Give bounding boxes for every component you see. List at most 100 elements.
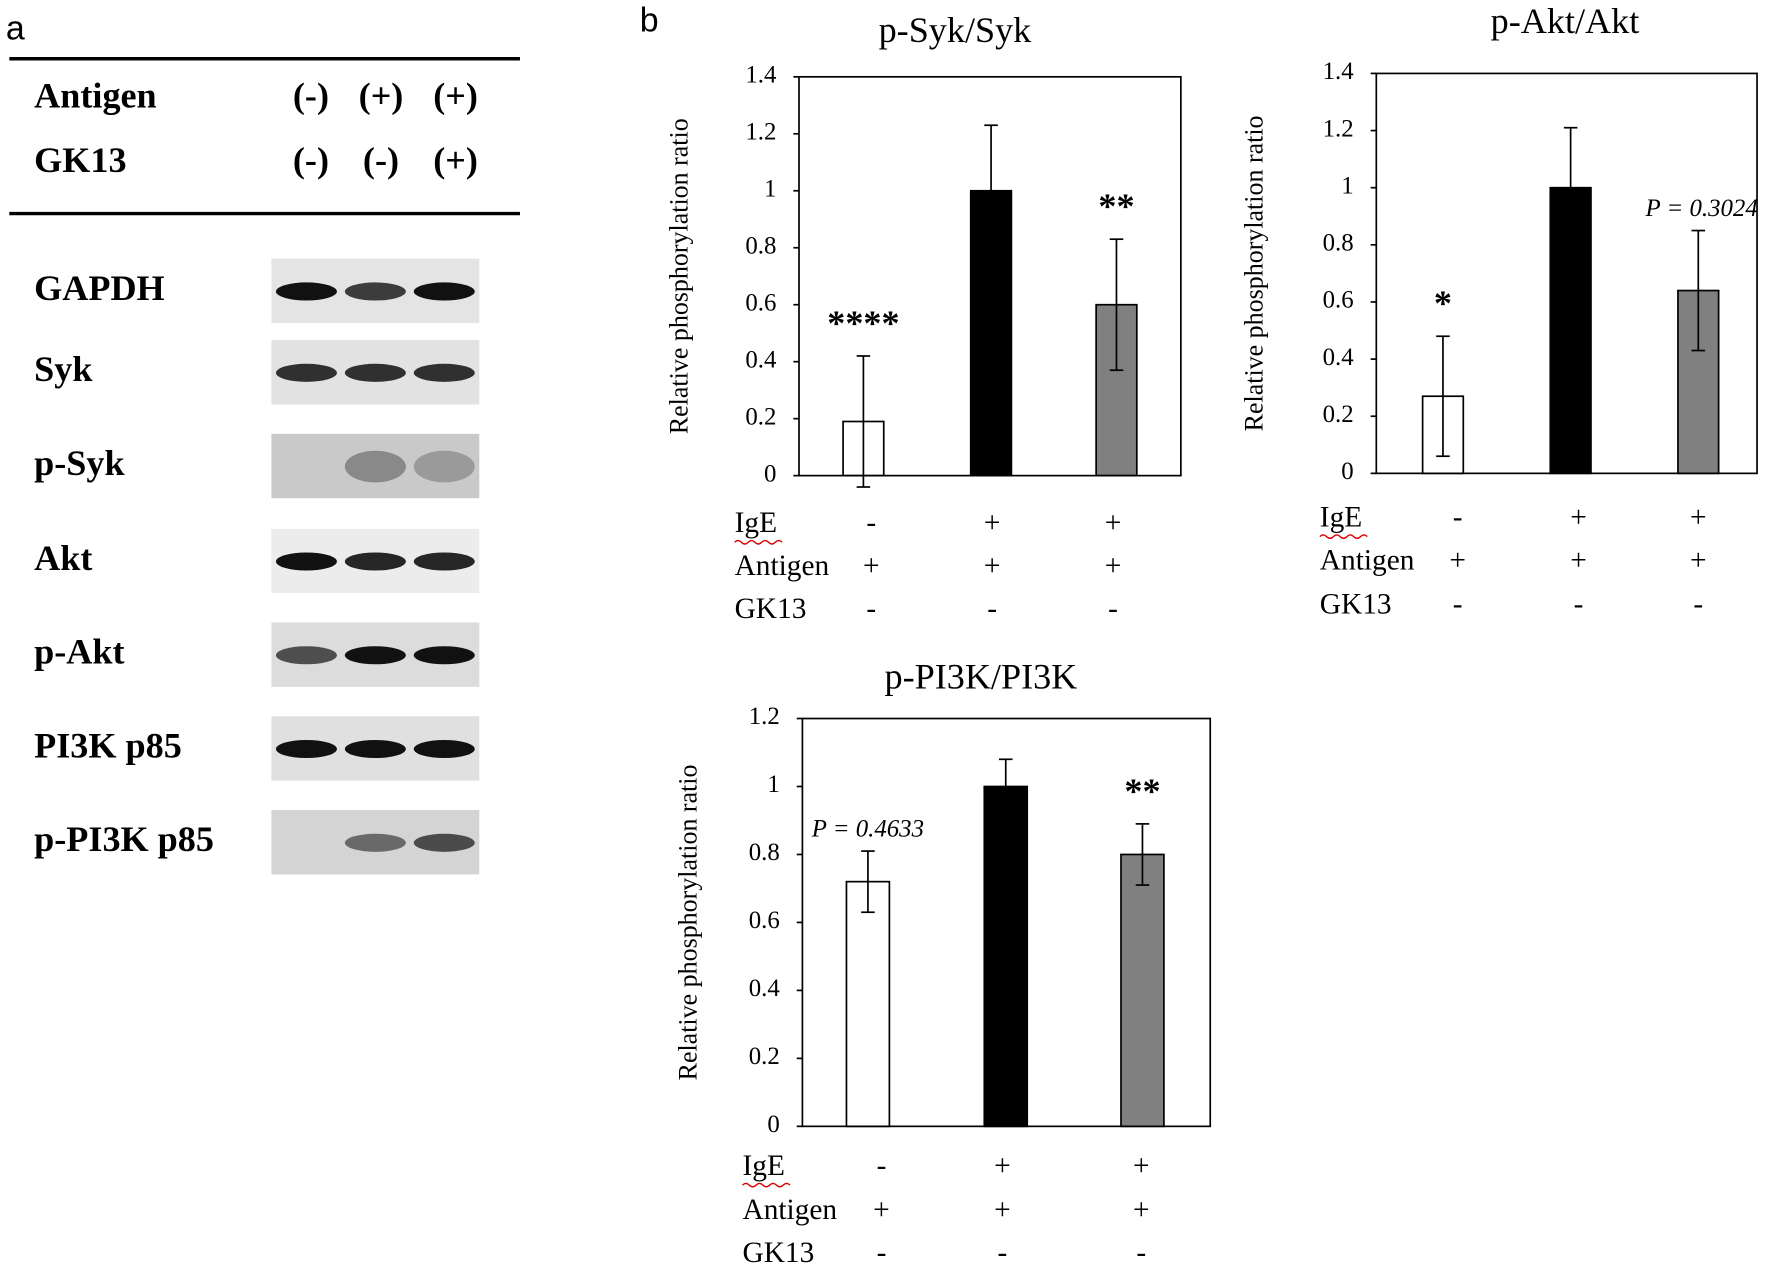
blot-band: [413, 739, 475, 759]
condition-sign: +: [863, 550, 880, 582]
annotation: **: [1124, 771, 1160, 811]
blot-band: [275, 646, 337, 665]
condition-sign: -: [1136, 1237, 1146, 1269]
blot-image: [271, 433, 480, 499]
condition-sign: -: [987, 593, 997, 625]
error-bar: [1135, 823, 1150, 886]
condition-sign: -: [997, 1237, 1007, 1269]
blot-band: [344, 363, 406, 382]
condition-sign: -: [1108, 593, 1118, 625]
condition-sign: +: [1690, 501, 1707, 533]
panel-label: a: [6, 9, 25, 47]
condition-label: IgE: [1320, 501, 1362, 533]
condition-label: GK13: [34, 140, 126, 180]
blot-band: [344, 282, 406, 301]
condition-label: GK13: [1320, 588, 1392, 620]
plot-frame: [1375, 72, 1758, 475]
condition-sign: +: [1133, 1194, 1150, 1226]
y-tick-label: 0: [767, 1111, 779, 1138]
spell-underline: [1319, 534, 1368, 539]
y-axis-label: Relative phosphorylation ratio: [1240, 115, 1269, 431]
error-bar: [856, 355, 871, 488]
blot-band: [344, 833, 406, 852]
condition-label: GK13: [735, 593, 807, 625]
condition-sign: +: [873, 1194, 890, 1226]
error-bar: [1563, 126, 1578, 249]
y-tick-label: 0.6: [745, 289, 776, 316]
condition-sign: -: [877, 1150, 887, 1182]
y-tick-label: 0: [764, 460, 776, 487]
chart-title: p-PI3K/PI3K: [885, 656, 1078, 696]
blot-band: [344, 450, 406, 483]
blot-label: Syk: [34, 349, 93, 389]
condition-sign: -: [866, 507, 876, 539]
condition-sign: -: [1453, 501, 1463, 533]
condition-sign: +: [1449, 544, 1466, 576]
blot-band: [413, 833, 475, 852]
blot-band: [275, 282, 337, 301]
condition-sign: +: [994, 1150, 1011, 1182]
blot-label: p-Syk: [34, 443, 125, 483]
condition-sign: +: [984, 550, 1001, 582]
condition-sign: (-): [293, 76, 329, 116]
plot-frame: [801, 717, 1212, 1128]
y-tick-label: 1.2: [1323, 115, 1354, 142]
y-tick-label: 0.8: [749, 839, 780, 866]
blot-band: [344, 552, 406, 571]
blot-band: [275, 552, 337, 571]
blot-band: [413, 552, 475, 571]
condition-label: Antigen: [34, 76, 157, 116]
error-bar: [1436, 335, 1450, 458]
y-tick-label: 0.8: [1323, 230, 1354, 257]
y-tick-label: 1.2: [749, 703, 780, 730]
blot-band: [344, 739, 406, 759]
chart-title: p-Akt/Akt: [1491, 1, 1640, 41]
annotation: P = 0.4633: [811, 815, 924, 842]
bar: [983, 785, 1029, 1128]
spell-underline: [734, 539, 783, 545]
blot-band: [344, 646, 406, 665]
condition-sign: +: [1690, 544, 1707, 576]
condition-sign: +: [1570, 544, 1587, 576]
y-tick-label: 1: [767, 771, 779, 798]
annotation: P = 0.3024: [1645, 195, 1758, 222]
y-tick-label: 0.4: [745, 346, 777, 373]
error-bar: [1691, 229, 1706, 352]
condition-sign: -: [1574, 588, 1584, 620]
error-bar: [998, 758, 1013, 815]
chart-title: p-Syk/Syk: [879, 10, 1033, 50]
y-tick-label: 0.6: [1323, 287, 1354, 314]
spell-underline: [742, 1182, 791, 1188]
blot-band: [275, 363, 337, 382]
y-tick-label: 0.2: [1323, 401, 1354, 428]
condition-sign: -: [1453, 588, 1463, 620]
y-tick-label: 0.6: [749, 907, 780, 934]
y-tick-label: 0.2: [745, 403, 776, 430]
y-tick-label: 1.4: [745, 62, 777, 89]
annotation: **: [1098, 186, 1134, 226]
y-tick-label: 0.4: [749, 975, 781, 1002]
y-tick-label: 1.4: [1323, 58, 1355, 85]
condition-sign: +: [994, 1194, 1011, 1226]
blot-band: [413, 450, 475, 483]
blot-label: p-PI3K p85: [34, 819, 214, 859]
blot-label: Akt: [34, 538, 92, 578]
blot-label: GAPDH: [34, 268, 164, 308]
annotation: *: [1434, 283, 1452, 323]
annotation: ****: [827, 303, 899, 343]
y-tick-label: 0.2: [749, 1043, 780, 1070]
condition-sign: (-): [363, 140, 399, 180]
panel-label: b: [640, 2, 659, 40]
condition-sign: -: [1693, 588, 1703, 620]
y-tick-label: 0: [1341, 458, 1353, 485]
y-tick-label: 0.8: [745, 232, 776, 259]
condition-sign: +: [1105, 507, 1122, 539]
condition-label: Antigen: [1320, 544, 1415, 576]
blot-label: p-Akt: [34, 632, 124, 672]
condition-sign: -: [866, 593, 876, 625]
condition-sign: +: [1105, 550, 1122, 582]
error-bar: [984, 124, 998, 258]
condition-sign: +: [1570, 501, 1587, 533]
